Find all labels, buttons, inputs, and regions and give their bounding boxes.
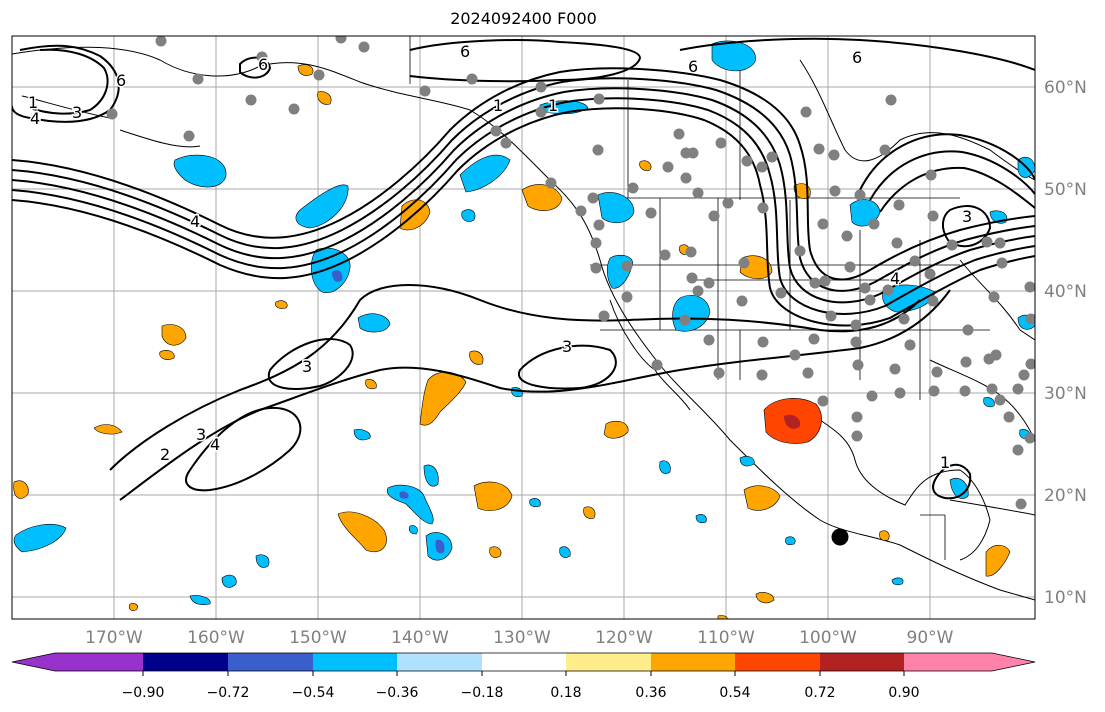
highlight-marker — [831, 528, 849, 546]
colorbar-tick-label: 0.72 — [804, 685, 835, 701]
colorbar-segment — [904, 653, 992, 671]
lon-label: 130°W — [493, 628, 551, 648]
map-background — [12, 36, 1035, 619]
contour-label: 4 — [30, 109, 40, 128]
lat-label: 50°N — [1044, 180, 1087, 200]
colorbar-segment — [313, 653, 397, 671]
colorbar-tick-label: −0.90 — [122, 685, 165, 701]
strong-positive-shading — [763, 398, 822, 444]
negative-shading — [13, 40, 1035, 606]
colorbar-segment — [820, 653, 904, 671]
contour-label: 6 — [688, 57, 698, 76]
colorbar-segment — [228, 653, 313, 671]
deep-negative-shading — [332, 270, 445, 554]
colorbar-segment — [12, 653, 55, 671]
contour-label: 6 — [258, 55, 268, 74]
lat-label: 30°N — [1044, 384, 1087, 404]
contour-label: 4 — [890, 269, 900, 288]
colorbar-segment — [566, 653, 651, 671]
latitude-labels: 60°N 50°N 40°N 30°N 20°N 10°N — [1044, 78, 1087, 608]
lon-label: 150°W — [289, 628, 347, 648]
colorbar-segment — [651, 653, 735, 671]
positive-shading — [13, 64, 1011, 619]
colorbar-tick-label: −0.18 — [461, 685, 504, 701]
contour-label: 4 — [190, 212, 200, 231]
lon-label: 100°W — [799, 628, 857, 648]
lon-label: 140°W — [391, 628, 449, 648]
map-frame — [11, 35, 1036, 620]
contour-label: 3 — [962, 207, 972, 226]
colorbar-segment — [55, 653, 143, 671]
political-borders — [409, 36, 990, 560]
lat-label: 60°N — [1044, 78, 1087, 98]
contour-label: 2 — [160, 445, 170, 464]
colorbar-segment — [735, 653, 820, 671]
contour-label: 1 — [548, 96, 558, 115]
lat-label: 40°N — [1044, 282, 1087, 302]
colorbar-tick-label: 0.90 — [888, 685, 919, 701]
coastlines — [12, 46, 1035, 601]
lon-label: 110°W — [697, 628, 755, 648]
contour-label: 6 — [116, 71, 126, 90]
contour-label: 3 — [562, 337, 572, 356]
colorbar-segment — [397, 653, 482, 671]
lon-label: 170°W — [85, 628, 143, 648]
station-markers — [106, 36, 1035, 510]
contour-label: 3 — [72, 103, 82, 122]
contour-label: 3 — [302, 357, 312, 376]
colorbar-segment — [482, 653, 566, 671]
colorbar-tick-label: −0.72 — [207, 685, 250, 701]
colorbar-tick-label: 0.36 — [635, 685, 666, 701]
colorbar-tick-label: 0.54 — [719, 685, 750, 701]
colorbar-tick-label: −0.54 — [292, 685, 335, 701]
colorbar-tick-label: −0.36 — [376, 685, 419, 701]
contour-label: 6 — [460, 42, 470, 61]
lon-label: 120°W — [595, 628, 653, 648]
contour-label: 1 — [940, 453, 950, 472]
contour-label: 4 — [210, 435, 220, 454]
lon-label: 160°W — [187, 628, 245, 648]
contour-label: 3 — [196, 425, 206, 444]
lon-label: 90°W — [907, 628, 954, 648]
colorbar-outline — [11, 652, 1036, 672]
lat-label: 10°N — [1044, 588, 1087, 608]
colorbar: −0.90 −0.72 −0.54 −0.36 −0.18 0.18 0.36 … — [11, 652, 1036, 701]
map-title: 2024092400 F000 — [450, 9, 597, 28]
colorbar-segment — [992, 653, 1035, 671]
longitude-labels: 170°W 160°W 150°W 140°W 130°W 120°W 110°… — [85, 628, 954, 648]
colorbar-tick-label: 0.18 — [550, 685, 581, 701]
lat-label: 20°N — [1044, 486, 1087, 506]
contour-label-group: 1 3 4 6 6 6 6 6 1 4 3 2 3 4 3 3 1 4 1 — [27, 41, 974, 474]
contour-label: 1 — [493, 96, 503, 115]
contour-label: 6 — [852, 48, 862, 67]
contour-label: 1 — [28, 93, 38, 112]
colorbar-segment — [143, 653, 228, 671]
